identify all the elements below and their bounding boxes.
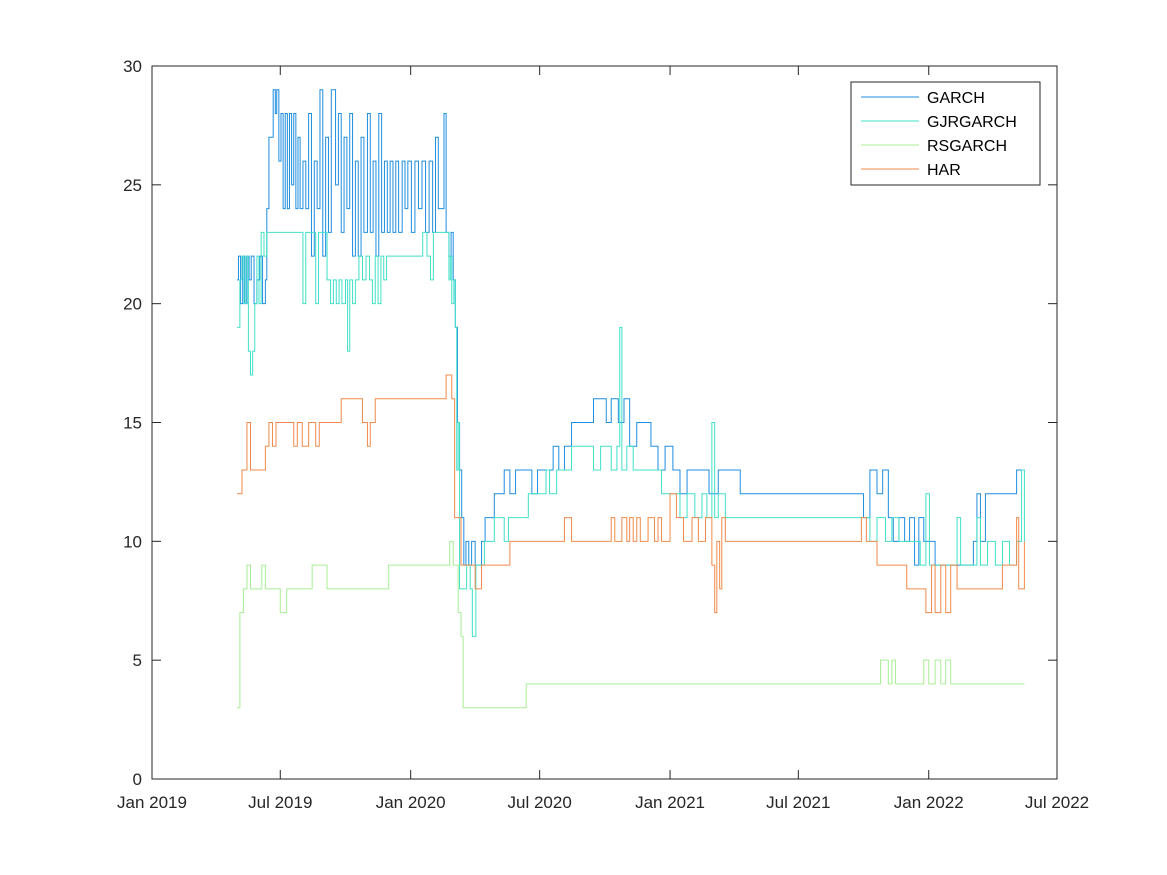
x-tick-label: Jan 2022 [894,793,964,812]
series-layer [237,89,1025,709]
x-tick-label: Jan 2021 [635,793,705,812]
x-tick-label: Jan 2019 [117,793,187,812]
x-tick-label: Jul 2019 [248,793,312,812]
x-tick-label: Jul 2022 [1025,793,1089,812]
x-tick-label: Jul 2021 [766,793,830,812]
legend-label-rsgarch: RSGARCH [927,138,1007,155]
x-tick-label: Jul 2020 [508,793,572,812]
y-tick-label: 0 [133,770,142,789]
legend: GARCH GJRGARCH RSGARCH HAR [850,81,1041,186]
x-tick-label: Jan 2020 [376,793,446,812]
y-tick-label: 30 [123,57,142,76]
series-line-har [237,374,1025,614]
y-tick-label: 5 [133,651,142,670]
y-tick-label: 20 [123,295,142,314]
legend-label-har: HAR [927,162,961,179]
y-tick-label: 10 [123,532,142,551]
legend-label-garch: GARCH [927,90,985,107]
series-line-garch [237,89,1025,566]
legend-label-gjrgarch: GJRGARCH [927,114,1017,131]
y-tick-label: 25 [123,176,142,195]
series-line-rsgarch [237,540,1025,709]
legend-box [850,81,1041,186]
axes-layer: Jan 2019 Jul 2019 Jan 2020 Jul 2020 Jan 2021… [117,57,1089,812]
y-tick-label: 15 [123,414,142,433]
